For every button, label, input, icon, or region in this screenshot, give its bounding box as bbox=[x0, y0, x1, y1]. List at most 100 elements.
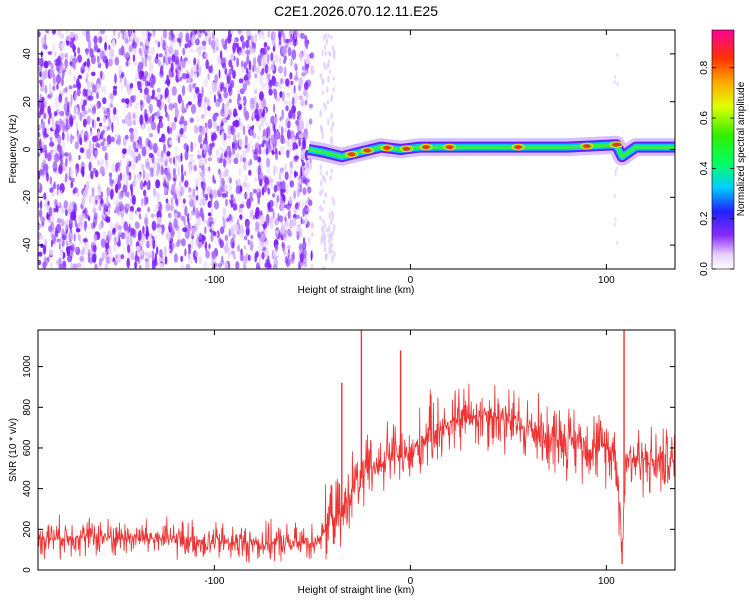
noise-speckle bbox=[169, 140, 173, 145]
noise-speckle bbox=[154, 56, 159, 64]
noise-speckle bbox=[217, 86, 221, 92]
noise-speckle bbox=[168, 55, 171, 65]
noise-speckle bbox=[98, 185, 102, 191]
noise-speckle bbox=[204, 226, 207, 235]
noise-speckle bbox=[179, 127, 184, 135]
noise-speckle bbox=[84, 61, 87, 68]
noise-speckle bbox=[228, 213, 232, 221]
noise-speckle bbox=[139, 229, 142, 241]
noise-speckle bbox=[81, 213, 86, 220]
noise-speckle bbox=[159, 156, 164, 164]
noise-speckle bbox=[224, 234, 229, 241]
noise-speckle bbox=[140, 163, 145, 171]
noise-speckle bbox=[239, 88, 245, 95]
noise-speckle bbox=[274, 54, 279, 63]
noise-speckle bbox=[128, 127, 134, 134]
snr-line bbox=[38, 383, 675, 563]
noise-speckle bbox=[289, 58, 292, 69]
noise-speckle bbox=[256, 188, 260, 193]
noise-speckle bbox=[87, 39, 92, 51]
noise-speckle bbox=[329, 220, 333, 226]
noise-speckle bbox=[290, 34, 294, 43]
noise-speckle bbox=[333, 223, 336, 231]
colorbar-gradient bbox=[711, 29, 735, 270]
noise-speckle bbox=[245, 49, 251, 55]
noise-speckle bbox=[290, 253, 295, 264]
noise-speckle bbox=[613, 193, 616, 198]
noise-speckle bbox=[225, 217, 230, 222]
noise-speckle bbox=[38, 170, 41, 181]
noise-speckle bbox=[232, 42, 237, 53]
noise-speckle bbox=[143, 189, 147, 197]
noise-speckle bbox=[331, 45, 334, 52]
noise-speckle bbox=[231, 250, 236, 255]
noise-speckle bbox=[126, 150, 132, 155]
noise-speckle bbox=[324, 104, 327, 111]
noise-speckle bbox=[60, 218, 65, 227]
noise-speckle bbox=[47, 152, 52, 162]
noise-speckle bbox=[102, 106, 105, 111]
noise-speckle bbox=[77, 54, 83, 63]
noise-speckle bbox=[322, 34, 326, 41]
noise-speckle bbox=[56, 238, 62, 243]
noise-speckle bbox=[87, 135, 90, 141]
noise-speckle bbox=[238, 137, 244, 148]
noise-speckle bbox=[282, 32, 286, 43]
noise-speckle bbox=[202, 260, 208, 269]
noise-speckle bbox=[321, 265, 324, 269]
noise-speckle bbox=[68, 218, 73, 230]
noise-speckle bbox=[200, 171, 206, 178]
noise-speckle bbox=[68, 201, 74, 213]
noise-speckle bbox=[263, 42, 268, 48]
ridge-hotspot bbox=[348, 152, 356, 157]
noise-speckle bbox=[91, 187, 95, 198]
noise-speckle bbox=[173, 156, 176, 165]
snr-ytick-label: 200 bbox=[22, 521, 33, 538]
noise-speckle bbox=[171, 53, 176, 61]
noise-speckle bbox=[188, 59, 191, 64]
noise-speckle bbox=[174, 49, 179, 57]
noise-speckle bbox=[39, 223, 43, 228]
colorbar-tick-label: 0.6 bbox=[699, 111, 710, 125]
noise-speckle bbox=[152, 31, 155, 37]
noise-speckle bbox=[38, 152, 41, 157]
spectrogram-ytick-label: -40 bbox=[22, 237, 33, 252]
noise-speckle bbox=[88, 216, 91, 221]
noise-speckle bbox=[221, 62, 227, 69]
noise-speckle bbox=[67, 101, 69, 113]
noise-speckle bbox=[259, 253, 261, 259]
noise-speckle bbox=[223, 91, 228, 99]
noise-speckle bbox=[129, 99, 133, 107]
noise-speckle bbox=[193, 124, 198, 134]
noise-speckle bbox=[112, 227, 116, 234]
noise-speckle bbox=[226, 135, 232, 140]
noise-speckle bbox=[60, 190, 63, 195]
noise-speckle bbox=[188, 83, 193, 93]
noise-speckle bbox=[120, 209, 125, 218]
noise-speckle bbox=[93, 198, 96, 210]
noise-speckle bbox=[192, 83, 195, 90]
noise-speckle bbox=[304, 167, 309, 178]
noise-speckle bbox=[211, 251, 217, 260]
spectrogram-xtick-label: -100 bbox=[204, 275, 224, 286]
noise-speckle bbox=[114, 133, 119, 138]
noise-speckle bbox=[126, 257, 130, 269]
noise-speckle bbox=[123, 103, 128, 110]
noise-speckle bbox=[210, 64, 214, 74]
chart-title: C2E1.2026.070.12.11.E25 bbox=[274, 3, 438, 19]
noise-speckle bbox=[228, 68, 234, 75]
colorbar-tick-label: 0.0 bbox=[699, 262, 710, 276]
noise-speckle bbox=[83, 238, 88, 243]
noise-speckle bbox=[294, 35, 297, 40]
noise-speckle bbox=[156, 162, 161, 172]
noise-speckle bbox=[75, 193, 80, 198]
noise-speckle bbox=[325, 170, 328, 176]
noise-speckle bbox=[134, 148, 139, 153]
noise-speckle bbox=[84, 242, 90, 250]
noise-speckle bbox=[266, 46, 270, 51]
noise-speckle bbox=[616, 166, 619, 171]
noise-speckle bbox=[135, 245, 141, 251]
noise-speckle bbox=[204, 35, 209, 41]
noise-speckle bbox=[123, 76, 127, 88]
noise-speckle bbox=[38, 240, 41, 247]
